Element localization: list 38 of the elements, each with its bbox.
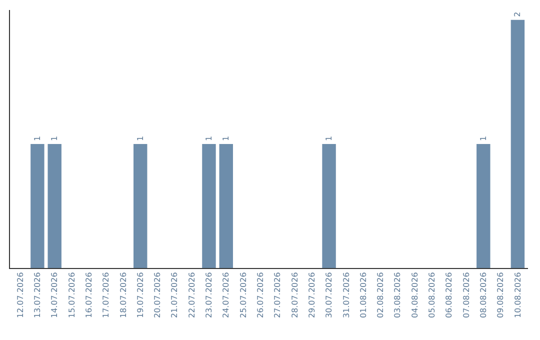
x-tick-label: 14.07.2026	[50, 272, 60, 318]
x-tick-label: 29.07.2026	[307, 272, 316, 318]
x-tick-label: 03.08.2026	[393, 272, 402, 318]
data-label: 1	[136, 136, 145, 141]
x-tick-label: 21.07.2026	[170, 272, 180, 318]
data-label: 1	[222, 136, 231, 141]
x-tick-label: 26.07.2026	[256, 272, 266, 318]
data-label: 1	[50, 136, 60, 141]
x-tick-label: 07.08.2026	[462, 272, 471, 318]
x-tick-label: 17.07.2026	[102, 272, 111, 318]
data-label: 1	[204, 136, 214, 141]
x-tick-label: 31.07.2026	[342, 272, 351, 318]
x-tick-label: 06.08.2026	[444, 272, 454, 318]
data-label: 1	[324, 136, 334, 141]
x-tick-label: 02.08.2026	[376, 272, 386, 318]
x-tick-label: 08.08.2026	[479, 272, 488, 318]
data-label: 1	[478, 136, 488, 141]
x-tick-label: 12.07.2026	[16, 272, 25, 318]
x-tick-label: 10.08.2026	[513, 272, 522, 318]
x-tick-label: 20.07.2026	[153, 272, 162, 318]
x-tick-label: 01.08.2026	[358, 272, 368, 318]
data-label: 1	[32, 136, 42, 141]
x-tick-label: 18.07.2026	[118, 272, 128, 318]
x-tick-label: 24.07.2026	[222, 272, 231, 318]
x-tick-label: 22.07.2026	[187, 272, 196, 318]
x-tick-label: 16.07.2026	[84, 272, 94, 318]
x-tick-label: 27.07.2026	[273, 272, 282, 318]
x-tick-label: 13.07.2026	[33, 272, 42, 318]
x-tick-label: 04.08.2026	[410, 272, 420, 318]
x-tick-label: 15.07.2026	[67, 272, 76, 318]
data-label: 2	[513, 12, 522, 17]
x-tick-label: 19.07.2026	[136, 272, 145, 318]
x-tick-label: 05.08.2026	[428, 272, 437, 318]
x-tick-label: 28.07.2026	[290, 272, 300, 318]
x-tick-label: 30.07.2026	[324, 272, 334, 318]
x-tick-label: 09.08.2026	[496, 272, 506, 318]
x-tick-label: 23.07.2026	[204, 272, 214, 318]
x-tick-label: 25.07.2026	[238, 272, 248, 318]
